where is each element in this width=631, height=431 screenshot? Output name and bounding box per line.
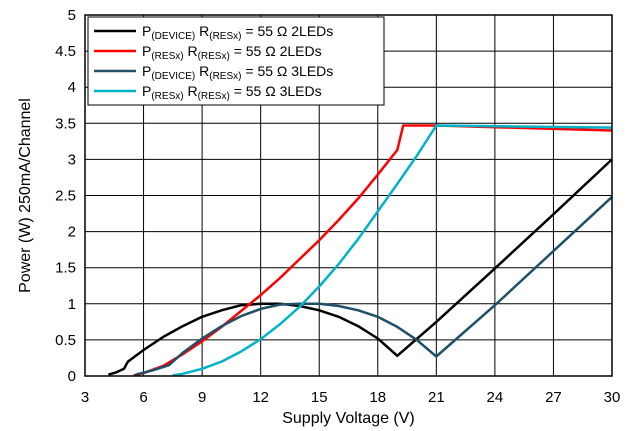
y-tick-label: 1.5	[55, 260, 76, 277]
legend-text-part: R	[195, 23, 209, 39]
legend-entry: P(DEVICE) R(RESx) = 55 Ω 2LEDs	[142, 23, 333, 42]
x-tick-label: 12	[252, 389, 269, 406]
legend-entry: P(DEVICE) R(RESx) = 55 Ω 3LEDs	[142, 63, 333, 82]
y-tick-label: 2	[68, 224, 76, 241]
x-tick-label: 3	[81, 389, 89, 406]
y-tick-label: 3.5	[55, 115, 76, 132]
legend-text-part: = 55 Ω 3LEDs	[241, 63, 333, 79]
x-tick-label: 21	[428, 389, 445, 406]
series-line-2	[133, 124, 613, 377]
legend-entry: P(RESx) R(RESx) = 55 Ω 2LEDs	[142, 43, 322, 62]
series-line-4	[172, 124, 613, 377]
legend-text-part: (RESx)	[209, 71, 241, 82]
x-tick-label: 15	[311, 389, 328, 406]
x-tick-label: 18	[369, 389, 386, 406]
legend-text-part: P	[142, 63, 151, 79]
legend-text-part: (RESx)	[151, 51, 183, 62]
x-tick-label: 27	[545, 389, 562, 406]
legend-text-part: = 55 Ω 3LEDs	[230, 83, 322, 99]
legend-text-part: P	[142, 83, 151, 99]
x-axis-label: Supply Voltage (V)	[282, 410, 415, 427]
legend-text-part: = 55 Ω 2LEDs	[241, 23, 333, 39]
y-tick-label: 5	[68, 7, 76, 24]
legend-box	[87, 16, 385, 106]
y-tick-label: 0.5	[55, 332, 76, 349]
legend-text-part: R	[195, 63, 209, 79]
x-tick-label: 9	[198, 389, 206, 406]
legend-text-part: (DEVICE)	[151, 31, 195, 42]
y-tick-label: 3	[68, 151, 76, 168]
y-tick-label: 2.5	[55, 188, 76, 205]
x-tick-label: 30	[604, 389, 621, 406]
y-tick-label: 1	[68, 296, 76, 313]
legend-text-part: (DEVICE)	[151, 71, 195, 82]
legend-text-part: (RESx)	[198, 91, 230, 102]
tick-labels: 3 6 9 12 15 18 21 24 27 30 0 0.5 1 1.5 2 2.5 3 3.5 4 4.5 5	[55, 7, 620, 406]
legend-text-part: R	[184, 43, 198, 59]
series-layer	[108, 124, 613, 377]
legend-text-part: P	[142, 43, 151, 59]
legend-text-part: (RESx)	[209, 31, 241, 42]
legend-text-part: (RESx)	[198, 51, 230, 62]
legend-entry: P(RESx) R(RESx) = 55 Ω 3LEDs	[142, 83, 322, 102]
y-axis-label: Power (W) 250mA/Channel	[17, 98, 34, 293]
y-tick-label: 0	[68, 368, 76, 385]
x-tick-label: 6	[139, 389, 147, 406]
legend-text-part: (RESx)	[151, 91, 183, 102]
x-tick-label: 24	[487, 389, 504, 406]
series-line-3	[135, 195, 613, 376]
legend-text-part: P	[142, 23, 151, 39]
y-tick-label: 4.5	[55, 43, 76, 60]
plot-frame	[84, 14, 613, 377]
y-tick-label: 4	[68, 79, 76, 96]
legend-text-part: = 55 Ω 2LEDs	[230, 43, 322, 59]
legend-text-part: R	[184, 83, 198, 99]
